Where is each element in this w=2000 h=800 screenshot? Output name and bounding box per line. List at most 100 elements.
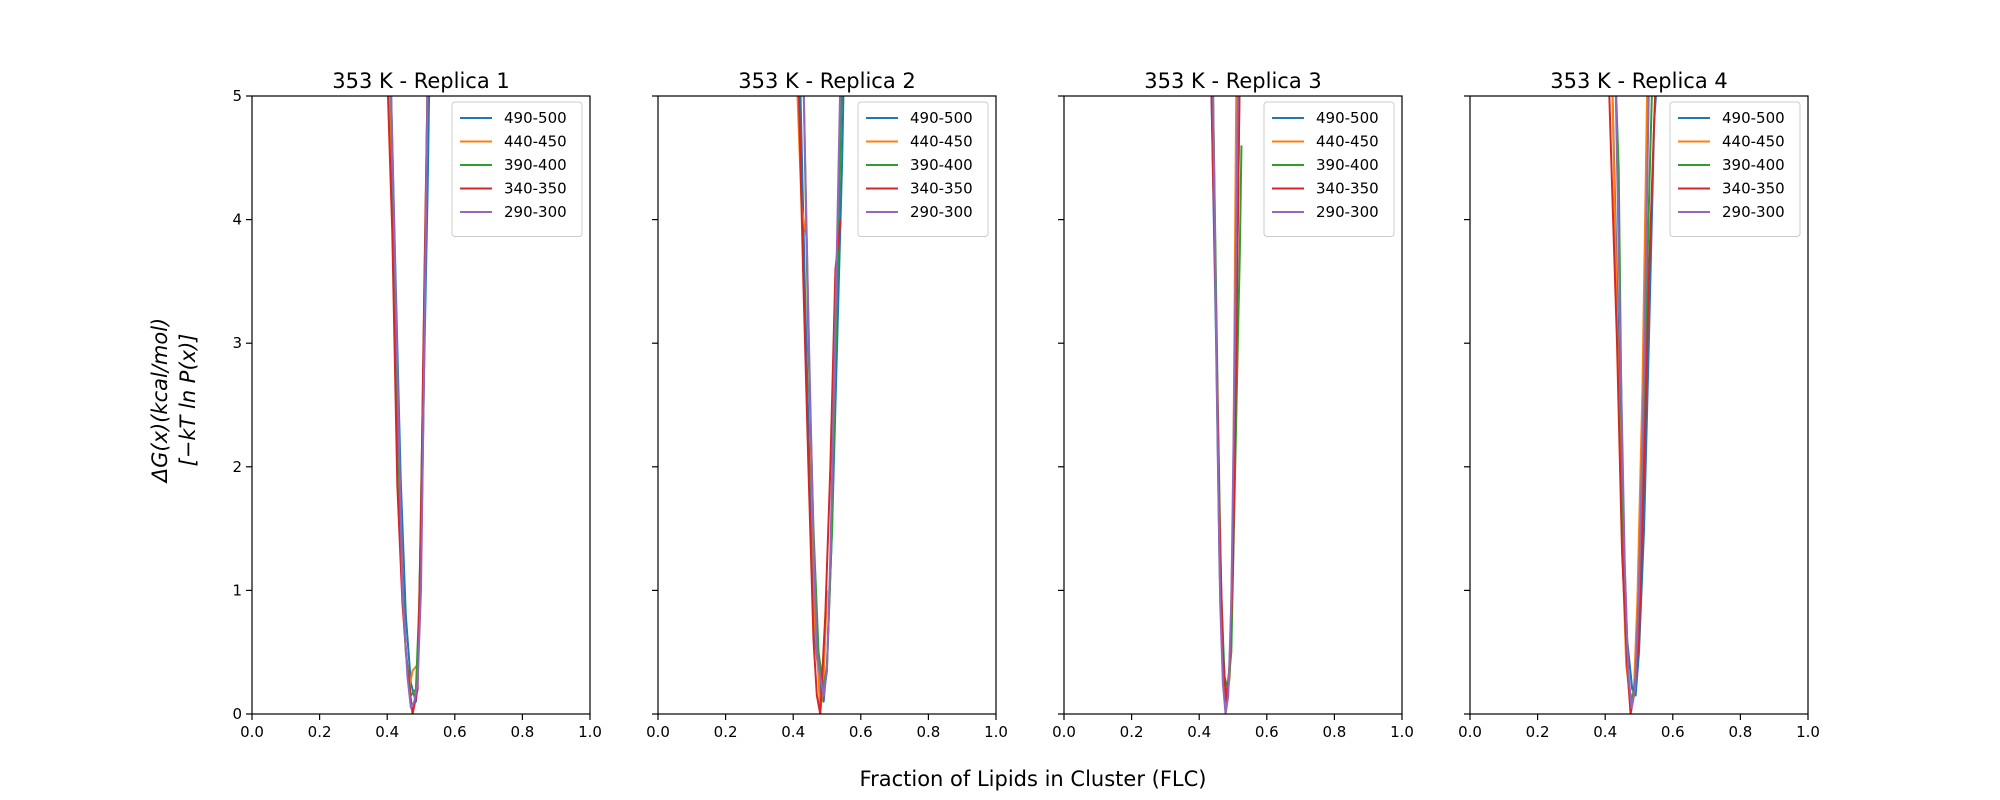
y-tick-label: 2 [232, 458, 242, 476]
legend: 490-500 440-450 390-400 340-350 290-300 [451, 101, 583, 237]
x-tick-label: 0.2 [1120, 723, 1144, 741]
x-tick-label: 1.0 [578, 723, 602, 741]
subplot-3: 0.0 0.2 0.4 0.6 0.8 1.0 353 K - Replica 3 490-5… [1052, 69, 1414, 741]
legend-label: 490-500 [1722, 109, 1785, 127]
series-line-340-350 [797, 96, 842, 714]
series-lines [796, 96, 845, 714]
legend-item-290-300: 290-300 [1272, 203, 1379, 221]
y-tick-label: 0 [232, 705, 242, 723]
x-tick-label: 0.6 [1255, 723, 1279, 741]
legend: 490-500 440-450 390-400 340-350 290-300 [1263, 101, 1395, 237]
x-tick-label: 0.2 [1526, 723, 1550, 741]
subplot-title: 353 K - Replica 2 [738, 69, 915, 93]
x-tick-label: 0.4 [1187, 723, 1211, 741]
x-tick-label: 0.2 [308, 723, 332, 741]
x-tick-label: 0.8 [510, 723, 534, 741]
subplot-title: 353 K - Replica 3 [1144, 69, 1321, 93]
y-tick-label: 1 [232, 581, 242, 599]
x-tick-label: 0.0 [240, 723, 264, 741]
legend-label: 440-450 [1722, 133, 1785, 151]
series-line-290-300 [390, 96, 429, 709]
x-tick-label: 0.6 [849, 723, 873, 741]
legend-label: 340-350 [504, 180, 567, 198]
legend-item-390-400: 390-400 [1678, 156, 1785, 174]
legend-item-290-300: 290-300 [866, 203, 973, 221]
legend-item-490-500: 490-500 [1272, 109, 1379, 127]
legend-label: 290-300 [504, 203, 567, 221]
series-lines [386, 96, 431, 714]
legend-item-440-450: 440-450 [1272, 133, 1379, 151]
x-tick-label: 0.6 [1661, 723, 1685, 741]
legend-item-340-350: 340-350 [866, 180, 973, 198]
subplot-4: 0.0 0.2 0.4 0.6 0.8 1.0 353 K - Replica 4 490-5… [1458, 69, 1820, 741]
x-tick-label: 0.0 [1052, 723, 1076, 741]
legend-label: 440-450 [1316, 133, 1379, 151]
legend-label: 490-500 [504, 109, 567, 127]
legend-item-390-400: 390-400 [1272, 156, 1379, 174]
x-tick-label: 0.8 [1322, 723, 1346, 741]
figure-y-label-line2: [−kT ln P(x)] [176, 334, 200, 467]
series-lines [1210, 96, 1243, 714]
legend-item-440-450: 440-450 [1678, 133, 1785, 151]
legend: 490-500 440-450 390-400 340-350 290-300 [857, 101, 989, 237]
legend-item-290-300: 290-300 [1678, 203, 1785, 221]
legend-label: 340-350 [1722, 180, 1785, 198]
series-line-290-300 [802, 96, 842, 697]
axes-frame [657, 95, 997, 715]
x-tick-label: 0.4 [781, 723, 805, 741]
x-tick-label: 0.4 [1593, 723, 1617, 741]
subplot-title: 353 K - Replica 4 [1550, 69, 1727, 93]
legend-item-340-350: 340-350 [1678, 180, 1785, 198]
subplot-title: 353 K - Replica 1 [332, 69, 509, 93]
legend-label: 340-350 [910, 180, 973, 198]
legend-label: 490-500 [910, 109, 973, 127]
series-line-290-300 [1212, 96, 1239, 714]
legend: 490-500 440-450 390-400 340-350 290-300 [1669, 101, 1801, 237]
legend-item-490-500: 490-500 [866, 109, 973, 127]
legend-box [857, 101, 989, 237]
legend-label: 440-450 [504, 133, 567, 151]
series-line-290-300 [1614, 96, 1650, 709]
x-tick-label: 1.0 [984, 723, 1008, 741]
legend-label: 290-300 [1722, 203, 1785, 221]
legend-item-490-500: 490-500 [1678, 109, 1785, 127]
legend-item-390-400: 390-400 [866, 156, 973, 174]
legend-label: 490-500 [1316, 109, 1379, 127]
x-tick-label: 0.0 [1458, 723, 1482, 741]
figure-x-label: Fraction of Lipids in Cluster (FLC) [860, 767, 1207, 791]
figure-y-label: ΔG(x)(kcal/mol) [−kT ln P(x)] [148, 318, 200, 484]
subplot-2: 0.0 0.2 0.4 0.6 0.8 1.0 353 K - Replica 2 490-5… [646, 69, 1008, 741]
legend-item-390-400: 390-400 [460, 156, 567, 174]
legend-label: 390-400 [1316, 156, 1379, 174]
axes-frame [251, 95, 591, 715]
legend-item-440-450: 440-450 [866, 133, 973, 151]
legend-item-340-350: 340-350 [1272, 180, 1379, 198]
legend-box [1669, 101, 1801, 237]
legend-label: 290-300 [1316, 203, 1379, 221]
subplot-grid: 0.0 0.2 0.4 0.6 0.8 1.0 0 1 2 3 4 5 353 K - Replica … [232, 69, 1819, 741]
legend-label: 440-450 [910, 133, 973, 151]
series-lines [1608, 96, 1657, 714]
subplot-1: 0.0 0.2 0.4 0.6 0.8 1.0 0 1 2 3 4 5 353 K - Replica … [232, 69, 601, 741]
y-tick-label: 5 [232, 87, 242, 105]
axes-frame [1063, 95, 1403, 715]
series-line-340-350 [1608, 96, 1657, 714]
legend-item-440-450: 440-450 [460, 133, 567, 151]
y-tick-label: 3 [232, 334, 242, 352]
x-tick-label: 1.0 [1390, 723, 1414, 741]
legend-box [451, 101, 583, 237]
x-tick-label: 0.4 [375, 723, 399, 741]
x-tick-label: 0.6 [443, 723, 467, 741]
x-tick-label: 1.0 [1796, 723, 1820, 741]
legend-item-340-350: 340-350 [460, 180, 567, 198]
x-tick-label: 0.8 [916, 723, 940, 741]
axes-frame [1469, 95, 1809, 715]
x-tick-label: 0.0 [646, 723, 670, 741]
legend-item-290-300: 290-300 [460, 203, 567, 221]
x-tick-label: 0.2 [714, 723, 738, 741]
x-tick-label: 0.8 [1728, 723, 1752, 741]
series-line-490-500 [1611, 96, 1657, 697]
legend-item-490-500: 490-500 [460, 109, 567, 127]
y-tick-label: 4 [232, 211, 242, 229]
